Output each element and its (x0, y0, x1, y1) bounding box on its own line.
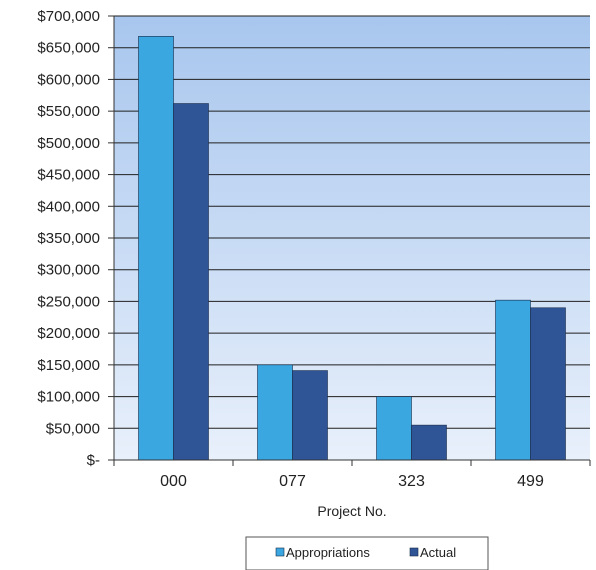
bar-appropriations-499 (495, 299, 531, 461)
x-axis-title: Project No. (317, 503, 386, 519)
bar-actual-499 (530, 307, 566, 461)
y-tick-label: $500,000 (37, 135, 100, 152)
y-tick-label: $350,000 (37, 230, 100, 247)
legend-label-actual: Actual (420, 545, 456, 560)
y-tick-label: $700,000 (37, 8, 100, 25)
x-tick-label: 323 (398, 473, 425, 490)
x-tick-label: 000 (160, 473, 187, 490)
y-tick-label: $550,000 (37, 103, 100, 120)
y-tick-label: $450,000 (37, 167, 100, 184)
y-tick-label: $200,000 (37, 325, 100, 342)
y-tick-label: $100,000 (37, 389, 100, 406)
y-tick-label: $50,000 (46, 420, 100, 437)
x-tick-label: 499 (517, 473, 544, 490)
bar-appropriations-077 (257, 364, 293, 461)
bar-appropriations-323 (376, 396, 412, 461)
y-tick-label: $600,000 (37, 71, 100, 88)
legend-swatch-actual (409, 547, 419, 557)
y-tick-label: $300,000 (37, 262, 100, 279)
y-tick-label: $- (87, 452, 100, 469)
y-tick-label: $150,000 (37, 357, 100, 374)
bar-actual-000 (173, 103, 209, 461)
legend-box (245, 536, 489, 570)
axes (108, 15, 591, 466)
x-tick-label: 077 (279, 473, 306, 490)
y-tick-label: $650,000 (37, 40, 100, 57)
bar-actual-323 (411, 424, 447, 461)
bar-appropriations-000 (138, 35, 174, 461)
bars (138, 35, 566, 461)
y-tick-label: $250,000 (37, 293, 100, 310)
y-tick-label: $400,000 (37, 198, 100, 215)
legend: Appropriations Actual (245, 536, 489, 570)
tick-labels: $- $50,000 $100,000 $150,000 $200,000 $250,00… (37, 8, 544, 490)
legend-label-appropriations: Appropriations (286, 545, 370, 560)
bar-actual-077 (292, 370, 328, 461)
legend-swatch-appropriations (275, 547, 285, 557)
